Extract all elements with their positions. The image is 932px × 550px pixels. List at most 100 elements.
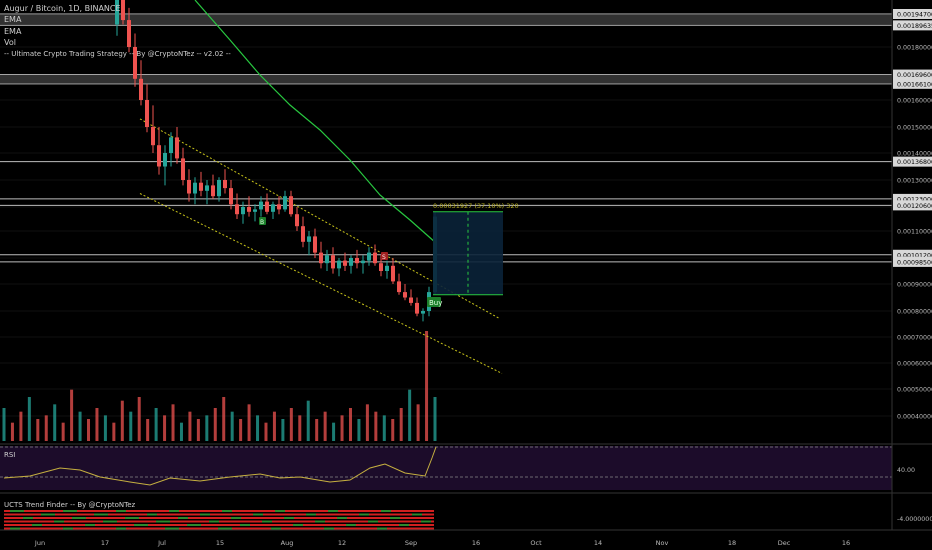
volume-bar bbox=[239, 419, 243, 441]
trend-stripe-green bbox=[160, 520, 166, 523]
trend-stripe-green bbox=[262, 520, 268, 523]
price-tag bbox=[893, 9, 932, 19]
trend-stripe-green bbox=[165, 527, 171, 530]
volume-bar bbox=[137, 397, 141, 441]
date-label: 16 bbox=[472, 539, 480, 547]
volume-bar bbox=[433, 397, 437, 441]
trend-stripe-green bbox=[368, 520, 374, 523]
trend-stripe-green bbox=[231, 517, 237, 519]
candle-body bbox=[397, 281, 401, 293]
volume-bar bbox=[365, 404, 369, 441]
indicator-panes bbox=[0, 443, 932, 531]
trend-stripe-green bbox=[182, 517, 188, 519]
volume-bar bbox=[323, 411, 327, 441]
volume-bar bbox=[44, 415, 48, 441]
trend-stripe-green bbox=[381, 527, 387, 530]
volume-bar bbox=[2, 408, 6, 441]
trend-stripe-green bbox=[226, 510, 232, 512]
trend-stripe-green bbox=[178, 517, 184, 519]
price-tag bbox=[893, 78, 932, 89]
trend-stripe-green bbox=[120, 510, 126, 512]
trend-stripe-green bbox=[147, 513, 153, 516]
trend-stripe-green bbox=[377, 527, 383, 530]
trend-stripe-green bbox=[275, 510, 281, 512]
trend-stripe-green bbox=[173, 510, 179, 512]
ema-legend-2: EMA bbox=[4, 27, 22, 36]
date-label: Sep bbox=[405, 539, 417, 547]
trend-stripe-green bbox=[381, 510, 387, 512]
candle-body bbox=[169, 137, 173, 153]
trend-stripe-green bbox=[403, 524, 409, 526]
date-label: 14 bbox=[594, 539, 602, 547]
trend-stripe-green bbox=[120, 527, 126, 530]
candle-body bbox=[409, 297, 413, 303]
date-label: Oct bbox=[530, 539, 542, 547]
trend-stripe-green bbox=[341, 517, 347, 519]
trend-stripe-green bbox=[45, 513, 51, 516]
candle-body bbox=[127, 20, 131, 47]
candle-body bbox=[163, 153, 167, 167]
trend-pane-label: UCTS Trend Finder -- By @CryptoNTez bbox=[4, 501, 136, 509]
price-channel bbox=[139, 118, 503, 374]
trend-stripe-green bbox=[372, 520, 378, 523]
date-label: 17 bbox=[101, 539, 109, 547]
trade-projection: 0.00031927 (37.10%) 320 Buy B S bbox=[259, 202, 519, 307]
volume-bar bbox=[332, 422, 336, 441]
price-label: 0.00140000 bbox=[897, 151, 932, 158]
volume-bar bbox=[103, 415, 107, 441]
price-label: 0.00123000 bbox=[897, 196, 932, 203]
trend-stripe-green bbox=[191, 524, 197, 526]
trend-stripe-green bbox=[394, 517, 400, 519]
trend-stripe-green bbox=[416, 513, 422, 516]
candle-body bbox=[343, 260, 347, 266]
trend-stripe-green bbox=[142, 524, 148, 526]
trend-stripe-green bbox=[80, 517, 86, 519]
volume-bar bbox=[70, 389, 74, 441]
trend-stripe-green bbox=[129, 517, 135, 519]
trend-stripe-green bbox=[324, 527, 330, 530]
price-tag bbox=[893, 200, 932, 211]
price-label: 0.00040000 bbox=[897, 414, 932, 421]
resistance-band bbox=[0, 74, 892, 84]
trend-stripe-green bbox=[54, 520, 60, 523]
trend-stripe-green bbox=[195, 524, 201, 526]
trend-stripe-green bbox=[222, 510, 228, 512]
trend-stripe-green bbox=[319, 520, 325, 523]
volume-bar bbox=[163, 415, 167, 441]
price-label: 0.00130000 bbox=[897, 178, 932, 185]
trend-stripe-green bbox=[332, 510, 338, 512]
volume-bar bbox=[416, 404, 420, 441]
trend-stripe-green bbox=[412, 513, 418, 516]
trend-stripe-green bbox=[200, 513, 206, 516]
trend-stripe-green bbox=[293, 524, 299, 526]
price-tag bbox=[893, 69, 932, 80]
trend-stripe-green bbox=[346, 524, 352, 526]
trend-stripe-green bbox=[218, 527, 224, 530]
trend-stripe-green bbox=[169, 527, 175, 530]
candle-body bbox=[139, 78, 143, 100]
trend-stripe bbox=[4, 513, 434, 516]
trend-stripe-green bbox=[58, 520, 64, 523]
candle-body bbox=[385, 265, 389, 271]
volume-bar bbox=[306, 400, 310, 441]
price-tag bbox=[893, 249, 932, 260]
trend-stripe-green bbox=[156, 520, 162, 523]
ema-line bbox=[194, 0, 437, 244]
trend-stripe-green bbox=[18, 510, 24, 512]
trend-stripe-green bbox=[72, 517, 78, 519]
strategy-legend: -- Ultimate Crypto Trading Strategy -- B… bbox=[4, 50, 231, 58]
date-label: 15 bbox=[216, 539, 224, 547]
trend-stripe-green bbox=[253, 513, 259, 516]
trend-stripe-green bbox=[390, 517, 396, 519]
candle-body bbox=[415, 302, 419, 314]
trend-stripe-green bbox=[63, 527, 69, 530]
volume-bar bbox=[382, 415, 386, 441]
volume-bar bbox=[27, 397, 31, 441]
volume-bar bbox=[391, 419, 395, 441]
volume-bar bbox=[36, 419, 40, 441]
trend-stripe-green bbox=[209, 520, 215, 523]
price-label: 0.00098500 bbox=[897, 259, 932, 266]
volume-bar bbox=[120, 400, 124, 441]
price-label: 0.00166100 bbox=[897, 81, 932, 88]
